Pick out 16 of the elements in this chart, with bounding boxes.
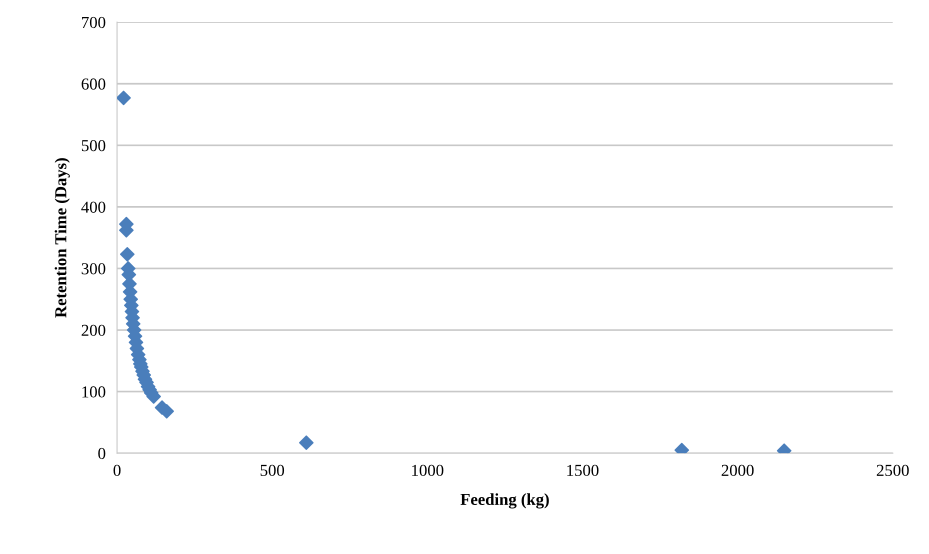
x-tick-label: 2500 <box>876 464 909 476</box>
x-tick-label: 0 <box>114 464 121 476</box>
y-tick-label: 400 <box>81 202 106 213</box>
y-tick-label: 700 <box>82 16 106 28</box>
x-axis-title: Feeding (kg) <box>460 493 549 509</box>
x-tick-label: 1500 <box>567 464 599 476</box>
y-tick-label: 0 <box>98 448 106 460</box>
y-tick-label: 600 <box>82 78 106 90</box>
x-tick-label: 2000 <box>722 464 754 476</box>
y-tick-label: 200 <box>82 324 106 336</box>
y-tick-label: 300 <box>82 263 106 274</box>
y-axis-title: Retention Time (Days) <box>54 158 70 318</box>
y-tick-label: 100 <box>82 386 106 398</box>
x-tick-label: 500 <box>260 464 284 476</box>
x-tick-label: 1000 <box>412 464 444 476</box>
y-tick-label: 500 <box>82 140 106 152</box>
